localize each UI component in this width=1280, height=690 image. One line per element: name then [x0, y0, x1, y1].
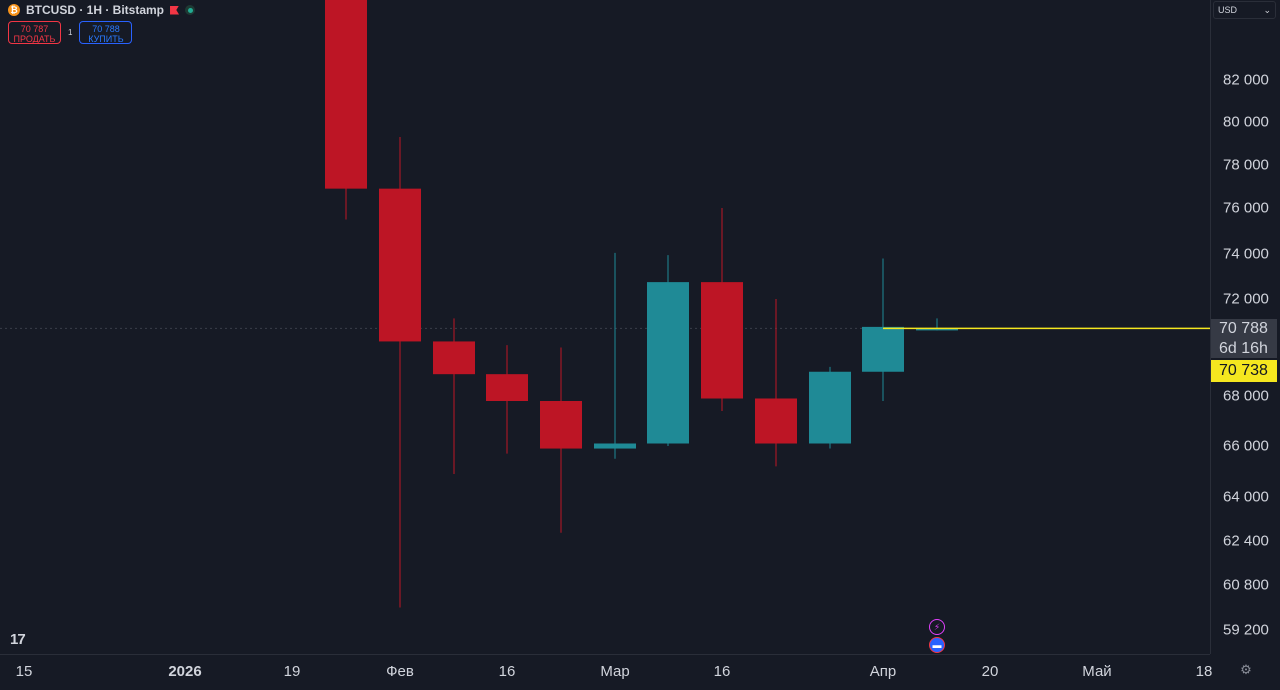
candle[interactable]	[486, 345, 528, 454]
candle[interactable]	[379, 137, 421, 608]
candle-body	[755, 398, 797, 444]
sell-button[interactable]: 70 787 ПРОДАТЬ	[8, 21, 61, 44]
candle-body	[701, 282, 743, 399]
time-tick-label: 2026	[168, 663, 202, 680]
chevron-down-icon: ⌄	[1263, 5, 1271, 15]
horizontal-line-price-tag: 70 738	[1211, 360, 1277, 382]
price-tick-label: 64 000	[1223, 488, 1269, 506]
buy-price: 70 788	[92, 24, 120, 34]
bitcoin-icon: ₿	[8, 4, 20, 16]
time-tick-label: Мар	[600, 663, 630, 680]
lightning-icon[interactable]: ⚡	[929, 619, 945, 635]
price-tick-label: 66 000	[1223, 437, 1269, 455]
candle[interactable]	[809, 366, 851, 449]
candle-body	[862, 326, 904, 372]
time-tick-label: 19	[283, 663, 301, 680]
candle-body	[916, 328, 958, 331]
candle-body	[433, 341, 475, 375]
last-price-tag: 70 788	[1211, 319, 1277, 339]
candle[interactable]	[701, 208, 743, 411]
price-tick-label: 59 200	[1223, 621, 1269, 639]
price-axis[interactable]: 82 000 80 000 78 000 76 000 74 000 72 000 68 0…	[1211, 0, 1280, 654]
time-tick-label: 16	[713, 663, 731, 680]
candle-body	[594, 443, 636, 449]
price-tick-label: 74 000	[1223, 245, 1269, 263]
price-tick-label: 60 800	[1223, 576, 1269, 594]
currency-value: USD	[1218, 5, 1238, 15]
candle-body	[540, 401, 582, 449]
candle[interactable]	[594, 252, 636, 459]
trade-buttons: 70 787 ПРОДАТЬ 1 70 788 КУПИТЬ	[8, 21, 133, 44]
spread-value: 1	[68, 28, 73, 37]
candle[interactable]	[540, 347, 582, 533]
candle[interactable]	[862, 258, 904, 402]
chart-pane[interactable]	[0, 0, 1211, 654]
sell-label: ПРОДАТЬ	[13, 34, 56, 44]
time-tick-label: Апр	[869, 663, 897, 680]
gear-icon[interactable]: ⚙	[1240, 662, 1252, 677]
candle[interactable]	[433, 318, 475, 475]
price-tick-label: 80 000	[1223, 113, 1269, 131]
candle-body	[379, 188, 421, 342]
candle[interactable]	[755, 299, 797, 467]
market-status-icon	[185, 5, 196, 15]
price-tick-label: 78 000	[1223, 156, 1269, 174]
tradingview-logo[interactable]: 17	[10, 631, 26, 648]
price-tick-label: 62 400	[1223, 532, 1269, 550]
time-tick-label: Май	[1082, 663, 1112, 680]
candle-body	[647, 282, 689, 444]
bar-countdown-tag: 6d 16h	[1211, 339, 1277, 358]
price-tick-label: 68 000	[1223, 387, 1269, 405]
buy-label: КУПИТЬ	[88, 34, 124, 44]
time-tick-label: Фев	[386, 663, 414, 680]
candle-body	[809, 371, 851, 444]
time-tick-label: 15	[15, 663, 33, 680]
flag-event-icon[interactable]: ▬	[929, 637, 945, 653]
price-tick-label: 82 000	[1223, 71, 1269, 89]
symbol-header: ₿ BTCUSD · 1H · Bitstamp	[8, 2, 196, 18]
price-tick-label: 72 000	[1223, 290, 1269, 308]
symbol-title[interactable]: BTCUSD · 1H · Bitstamp	[26, 3, 165, 17]
candle[interactable]	[325, 0, 367, 220]
price-tick-label: 76 000	[1223, 199, 1269, 217]
currency-select[interactable]: USD ⌄	[1213, 1, 1276, 19]
candle-body	[325, 0, 367, 189]
flag-icon[interactable]	[170, 5, 180, 15]
sell-price: 70 787	[20, 24, 49, 34]
buy-button[interactable]: 70 788 КУПИТЬ	[79, 21, 133, 44]
candle[interactable]	[647, 255, 689, 446]
time-tick-label: 20	[981, 663, 999, 680]
candlestick-plot[interactable]	[0, 0, 1210, 654]
time-axis[interactable]: 15 2026 19 Фев 16 Мар 16 Апр 20 Май 18	[0, 654, 1213, 690]
time-tick-label: 16	[498, 663, 516, 680]
candle-body	[486, 374, 528, 401]
time-tick-label: 18	[1195, 663, 1213, 680]
